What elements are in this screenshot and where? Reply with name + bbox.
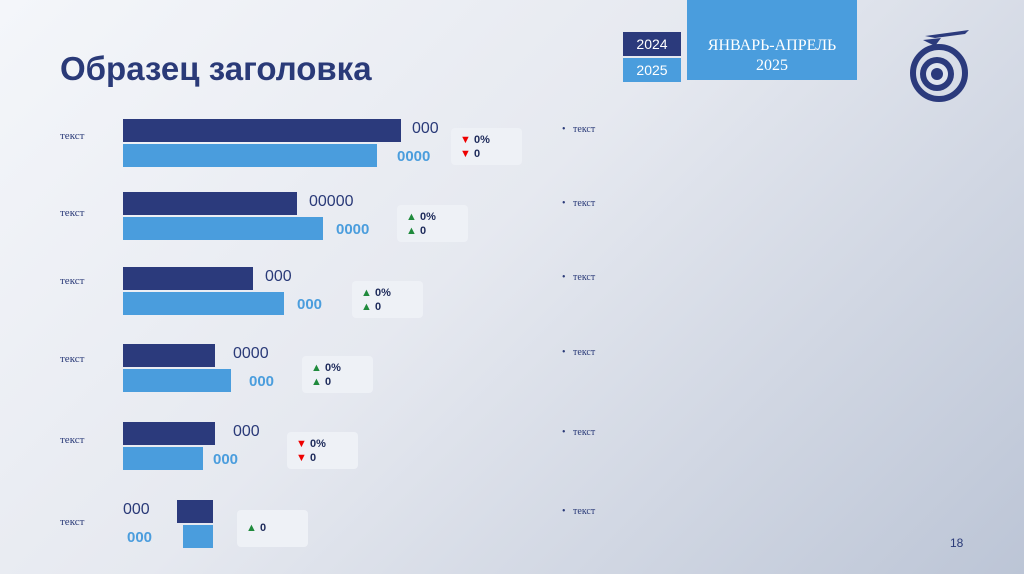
note-bullet: • текст (562, 198, 596, 209)
value-2025: 0000 (397, 148, 431, 165)
change-absolute: 0 (374, 301, 382, 313)
page-title: Образец заголовка (60, 50, 372, 87)
row-label: текст (60, 434, 85, 446)
value-2024: 0000 (233, 345, 269, 362)
change-percent: 0% (324, 362, 341, 374)
note-text: текст (573, 506, 596, 517)
note-text: текст (573, 427, 596, 438)
bar-2025 (123, 292, 284, 315)
change-percent: 0% (419, 211, 436, 223)
trend-up-icon: ▲ (361, 301, 372, 313)
trend-up-icon: ▲ (406, 211, 417, 223)
change-badge: ▼ 0% ▼ 0 (287, 432, 358, 469)
change-absolute: 0 (259, 522, 267, 534)
note-text: текст (573, 198, 596, 209)
bar-2024 (123, 267, 253, 290)
bar-2024 (123, 344, 215, 367)
page-number: 18 (950, 536, 964, 550)
value-2024: 00000 (309, 193, 354, 210)
change-absolute: 0 (309, 452, 317, 464)
value-2025: 000 (213, 451, 239, 468)
change-percent: 0% (473, 134, 490, 146)
note-text: текст (573, 124, 596, 135)
change-absolute: 0 (324, 376, 332, 388)
value-2024: 000 (233, 423, 260, 440)
trend-down-icon: ▼ (296, 452, 307, 464)
note-text: текст (573, 272, 596, 283)
note-text: текст (573, 347, 596, 358)
legend-2024: 2024 (623, 32, 681, 56)
period-box: ЯНВАРЬ-АПРЕЛЬ 2025 (687, 0, 857, 80)
period-line1: ЯНВАРЬ-АПРЕЛЬ (707, 37, 837, 54)
bar-2024 (123, 119, 401, 142)
row-label: текст (60, 207, 85, 219)
bar-2025 (123, 369, 231, 392)
change-badge: ▲ 0 (237, 510, 308, 547)
trend-down-icon: ▼ (460, 134, 471, 146)
bar-2025 (123, 217, 323, 240)
note-bullet: • текст (562, 272, 596, 283)
trend-up-icon: ▲ (406, 225, 417, 237)
change-badge: ▲ 0% ▲ 0 (397, 205, 468, 242)
value-2024: 000 (265, 268, 292, 285)
value-2024: 000 (123, 501, 150, 518)
change-percent: 0% (309, 438, 326, 450)
trend-up-icon: ▲ (246, 522, 257, 534)
change-absolute: 0 (473, 148, 481, 160)
legend-2025: 2025 (623, 58, 681, 82)
bar-2024 (123, 192, 297, 215)
change-absolute: 0 (419, 225, 427, 237)
bar-2025 (123, 144, 377, 167)
anniversary-logo-icon (910, 30, 969, 102)
row-label: текст (60, 130, 85, 142)
note-bullet: • текст (562, 506, 596, 517)
value-2025: 000 (249, 373, 275, 390)
value-2025: 000 (297, 296, 323, 313)
row-label: текст (60, 353, 85, 365)
period-line2: 2025 (756, 57, 788, 74)
change-badge: ▲ 0% ▲ 0 (302, 356, 373, 393)
row-label: текст (60, 275, 85, 287)
bar-2025 (183, 525, 213, 548)
row-label: текст (60, 516, 85, 528)
note-bullet: • текст (562, 124, 596, 135)
value-2025: 000 (127, 529, 153, 546)
value-2025: 0000 (336, 221, 370, 238)
note-bullet: • текст (562, 427, 596, 438)
bar-2024 (177, 500, 213, 523)
trend-up-icon: ▲ (311, 362, 322, 374)
trend-down-icon: ▼ (460, 148, 471, 160)
trend-up-icon: ▲ (361, 287, 372, 299)
note-bullet: • текст (562, 347, 596, 358)
change-badge: ▲ 0% ▲ 0 (352, 281, 423, 318)
trend-down-icon: ▼ (296, 438, 307, 450)
trend-up-icon: ▲ (311, 376, 322, 388)
change-percent: 0% (374, 287, 391, 299)
change-badge: ▼ 0% ▼ 0 (451, 128, 522, 165)
value-2024: 000 (412, 120, 439, 137)
bar-2024 (123, 422, 215, 445)
bar-2025 (123, 447, 203, 470)
